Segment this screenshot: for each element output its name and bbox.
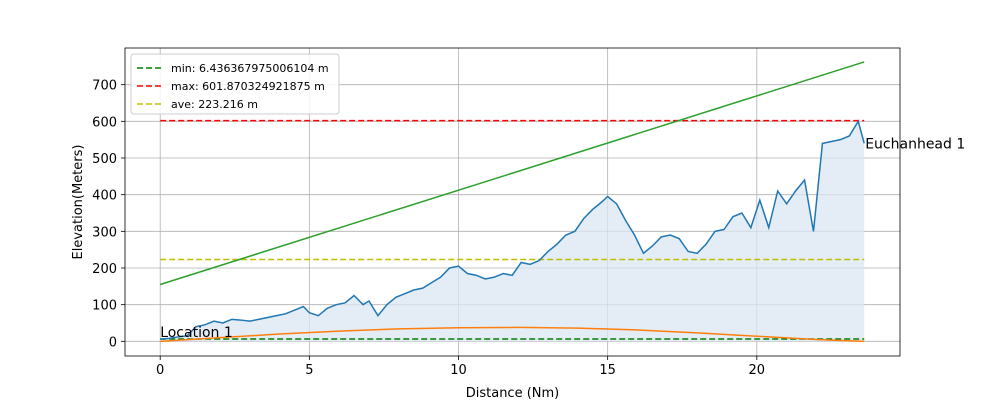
y-tick-label: 700 <box>92 79 117 94</box>
x-tick-label: 5 <box>305 363 313 378</box>
legend-label-min: min: 6.436367975006104 m <box>171 62 329 75</box>
y-tick-label: 0 <box>109 335 117 350</box>
x-tick-label: 15 <box>599 363 616 378</box>
y-tick-label: 600 <box>92 115 117 130</box>
reference-lines <box>160 119 865 340</box>
axes <box>121 47 901 360</box>
y-tick-label: 400 <box>92 189 117 204</box>
y-tick-label: 100 <box>92 299 117 314</box>
legend-label-max: max: 601.870324921875 m <box>171 80 325 93</box>
x-tick-label: 10 <box>450 363 467 378</box>
y-tick-label: 300 <box>92 225 117 240</box>
legend: min: 6.436367975006104 m max: 601.870324… <box>130 53 340 115</box>
area-fill-layer <box>160 121 865 342</box>
curvature-line <box>160 326 865 343</box>
annotation-end: Euchanhead 1 <box>865 136 965 152</box>
x-tick-label: 20 <box>749 363 766 378</box>
elevation-profile-line <box>160 119 865 340</box>
annotation-start: Location 1 <box>160 325 233 341</box>
elevation-area-fill <box>160 121 865 342</box>
line-of-sight-line <box>159 61 865 286</box>
plot-frame <box>124 47 901 357</box>
legend-box <box>130 53 340 115</box>
x-tick-label: 0 <box>156 363 164 378</box>
series-lines <box>159 61 865 343</box>
y-axis-title: Elevation(Meters) <box>71 145 86 260</box>
y-tick-label: 200 <box>92 262 117 277</box>
legend-label-ave: ave: 223.216 m <box>171 98 258 111</box>
y-tick-label: 500 <box>92 152 117 167</box>
x-axis-title: Distance (Nm) <box>466 386 560 400</box>
